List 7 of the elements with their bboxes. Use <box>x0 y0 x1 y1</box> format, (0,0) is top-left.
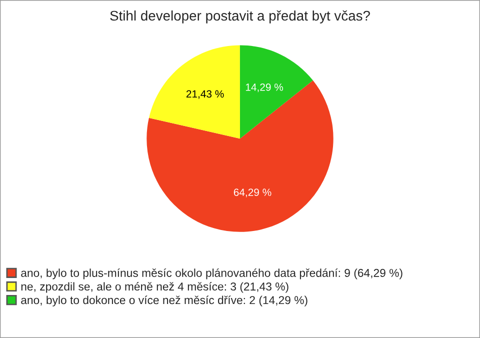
legend-label: ano, bylo to plus-mínus měsíc okolo plánovaného data předání: 9 (64,29 %) <box>21 268 402 280</box>
data-label: 14,29 % <box>246 84 284 92</box>
legend-label: ne, zpozdil se, ale o méně než 4 měsíce: 3 (21,43 %) <box>21 282 288 293</box>
legend-label: ano, bylo to dokonce o více než měsíc dříve: 2 (14,29 %) <box>21 296 308 306</box>
chart-title: Stihl developer postavit a předat byt včas? <box>110 10 370 24</box>
data-label: 64,29 % <box>234 188 272 198</box>
data-label: 21,43 % <box>186 90 224 99</box>
